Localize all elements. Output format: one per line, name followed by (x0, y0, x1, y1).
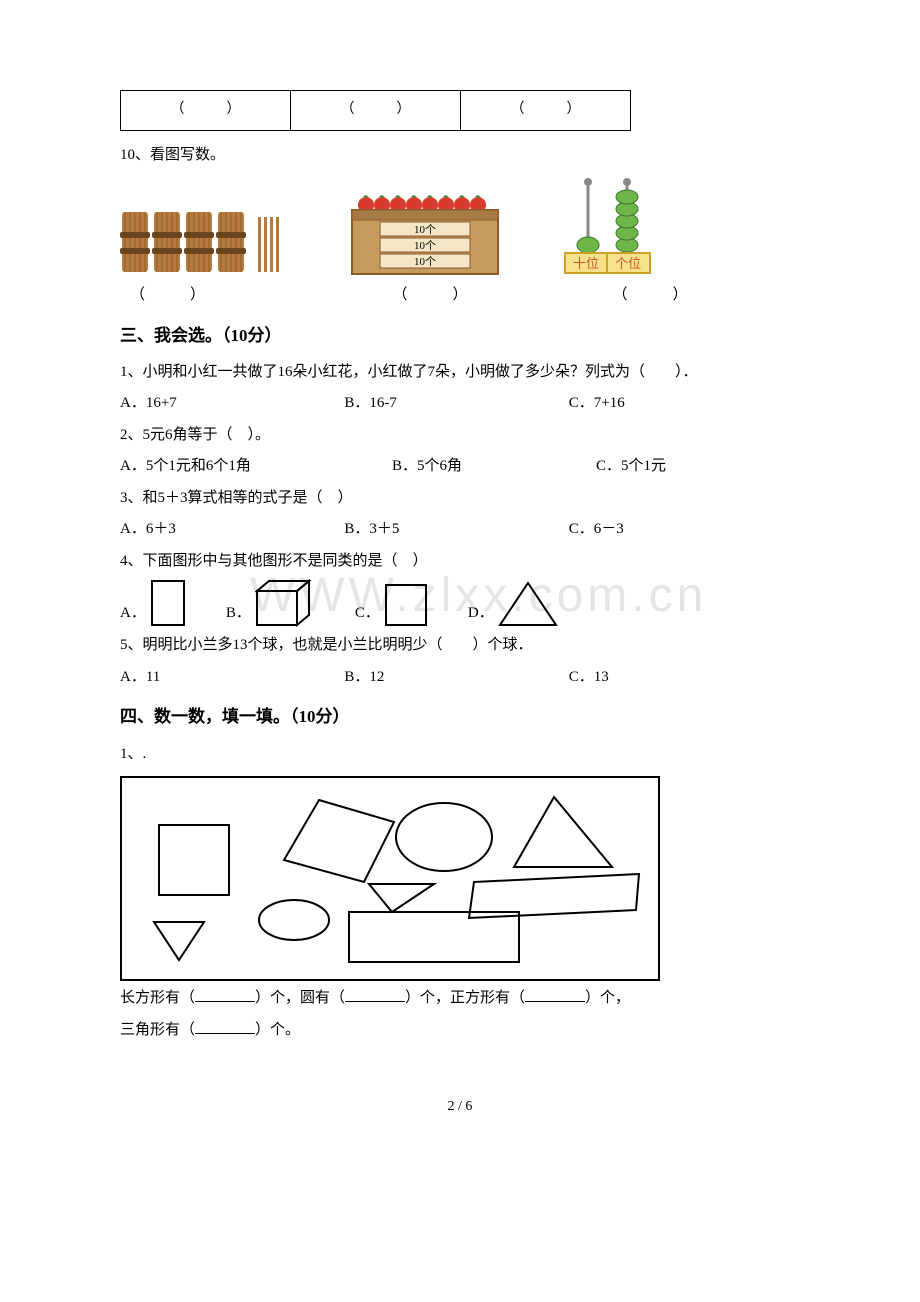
q10-blank-3: （ ） (570, 281, 720, 310)
s4-q1-label: 1、. (120, 740, 800, 769)
q10-blank-1: （ ） (120, 281, 280, 310)
apples-crate-icon: 10个 10个 10个 (350, 192, 500, 277)
q10-blanks: （ ） （ ） （ ） (120, 281, 800, 310)
svg-text:个位: 个位 (615, 256, 641, 271)
s3-q3-c: C．6－3 (569, 515, 793, 544)
triangle-icon (498, 581, 558, 627)
s4-l1d: ）个， (585, 990, 630, 1006)
q10-label: 10、看图写数。 (120, 141, 800, 170)
svg-text:十位: 十位 (573, 256, 599, 271)
cuboid-icon (255, 579, 315, 627)
s3-q3-b: B．3＋5 (344, 515, 568, 544)
sticks-bundles-icon (120, 207, 290, 277)
svg-text:10个: 10个 (414, 223, 436, 236)
s3-q4-a-label: A． (120, 599, 146, 628)
top-cell-1: （ ） (121, 91, 291, 131)
s3-q1-b: B．16-7 (344, 389, 568, 418)
s3-q2: 2、5元6角等于（ ）。 (120, 421, 800, 450)
s4-fill-line1: 长方形有（ ）个，圆有（ ）个，正方形有（ ）个， (120, 984, 800, 1013)
s3-q4-b: B． (226, 579, 315, 627)
s3-q5: 5、明明比小兰多13个球，也就是小兰比明明少（ ）个球． (120, 631, 800, 660)
s3-q4-d-label: D． (468, 599, 494, 628)
s3-q5-c: C．13 (569, 663, 793, 692)
s4-fill-line2: 三角形有（ ）个。 (120, 1016, 800, 1045)
s3-q5-a: A．11 (120, 663, 344, 692)
s3-q1-c: C．7+16 (569, 389, 793, 418)
svg-text:10个: 10个 (414, 255, 436, 268)
top-cell-2: （ ） (291, 91, 461, 131)
s3-q4-d: D． (468, 581, 558, 627)
q10-blank-2: （ ） (340, 281, 510, 310)
blank-triangle (195, 1019, 255, 1034)
s3-q4-a: A． (120, 579, 186, 627)
shapes-box (120, 776, 660, 981)
s3-q3-a: A．6＋3 (120, 515, 344, 544)
s3-q2-b: B．5个6角 (392, 452, 596, 481)
section3-title: 三、我会选。（10分） (120, 320, 800, 352)
s3-q1: 1、小明和小红一共做了16朵小红花，小红做了7朵，小明做了多少朵？列式为（ ）． (120, 358, 800, 387)
s4-l2b: ）个。 (255, 1022, 300, 1038)
s3-q2-c: C．5个1元 (596, 452, 800, 481)
s4-l1b: ）个，圆有（ (255, 990, 345, 1006)
blank-circle (345, 987, 405, 1002)
s4-l1a: 长方形有（ (120, 990, 195, 1006)
top-table: （ ） （ ） （ ） (120, 90, 631, 131)
svg-text:10个: 10个 (414, 239, 436, 252)
s3-q4-c: C． (355, 583, 428, 627)
section4-title: 四、数一数，填一填。（10分） (120, 701, 800, 733)
s3-q3: 3、和5＋3算式相等的式子是（ ） (120, 484, 800, 513)
blank-square (525, 987, 585, 1002)
s3-q1-a: A．16+7 (120, 389, 344, 418)
s3-q4-b-label: B． (226, 599, 251, 628)
s3-q2-a: A．5个1元和6个1角 (120, 452, 392, 481)
s4-l2a: 三角形有（ (120, 1022, 195, 1038)
abacus-icon: 十位 个位 (560, 177, 655, 277)
q10-images: 10个 10个 10个 十位 个位 (120, 177, 800, 277)
s3-q4: 4、下面图形中与其他图形不是同类的是（ ） (120, 547, 800, 576)
top-cell-3: （ ） (461, 91, 631, 131)
square-icon (384, 583, 428, 627)
s3-q4-c-label: C． (355, 599, 380, 628)
s4-l1c: ）个，正方形有（ (405, 990, 525, 1006)
rectangle-tall-icon (150, 579, 186, 627)
s3-q5-b: B．12 (344, 663, 568, 692)
blank-rect (195, 987, 255, 1002)
page-footer: 2 / 6 (120, 1094, 800, 1121)
